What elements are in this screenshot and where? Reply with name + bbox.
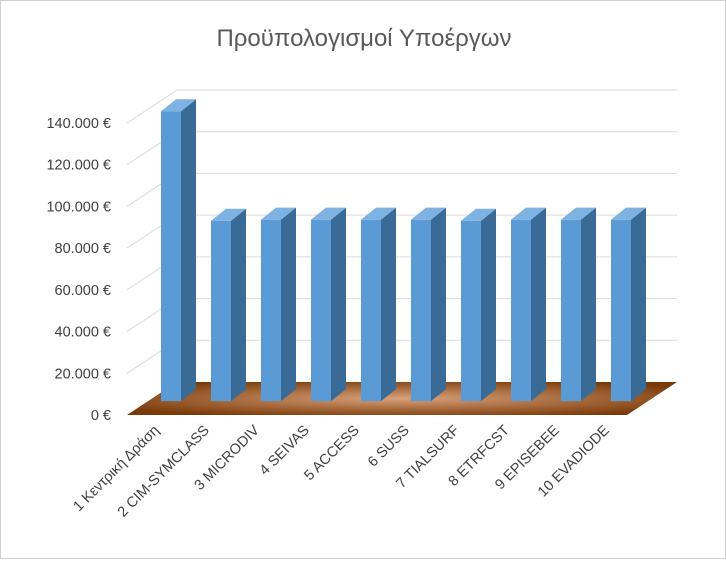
bar-top — [411, 207, 446, 220]
bar-front — [561, 219, 581, 402]
bar-front — [161, 111, 181, 402]
bar-side — [231, 208, 246, 402]
bar-top — [261, 207, 296, 220]
bar-front — [511, 219, 531, 402]
bar-side — [181, 99, 196, 402]
y-tick-label: 40.000 € — [55, 325, 111, 341]
bar-side — [481, 208, 496, 402]
bar-side — [581, 207, 596, 402]
bar-side — [531, 207, 546, 402]
bar-top — [161, 99, 196, 112]
bar-top — [311, 207, 346, 220]
bar-front — [361, 219, 381, 402]
bar-front — [611, 219, 631, 402]
bar-top — [561, 207, 596, 220]
y-tick-label: 60.000 € — [55, 283, 111, 299]
x-category-label: 2 CIM-SYMCLASS — [115, 423, 213, 521]
bar-front — [461, 220, 481, 402]
bar-front — [261, 219, 281, 402]
y-tick-label: 140.000 € — [46, 116, 111, 132]
plot-area: 0 € 20.000 € 40.000 € 60.000 € 80.000 € 100.0… — [46, 89, 677, 521]
y-tick-label: 80.000 € — [55, 241, 111, 257]
bar-top — [461, 208, 496, 221]
bar-side — [431, 207, 446, 402]
x-category-label: 1 Κεντρική Δράση — [71, 423, 163, 515]
chart-title: Προϋπολογισμοί Υποέργων — [216, 25, 511, 52]
bar-top — [611, 207, 646, 220]
bar-top — [511, 207, 546, 220]
bar-side — [331, 207, 346, 402]
bar-side — [281, 207, 296, 402]
bar-front — [311, 219, 331, 402]
y-tick-label: 20.000 € — [55, 366, 111, 382]
y-tick-label: 120.000 € — [46, 158, 111, 174]
bar-side — [381, 207, 396, 402]
x-category-label: 6 SUSS — [365, 423, 413, 471]
bar-top — [211, 208, 246, 221]
bar-front — [211, 220, 231, 402]
bar-side — [631, 207, 646, 402]
y-tick-label: 100.000 € — [46, 199, 111, 215]
gridline-side — [126, 89, 178, 124]
bar-front — [411, 219, 431, 402]
bar-top — [361, 207, 396, 220]
y-tick-label: 0 € — [91, 408, 111, 424]
